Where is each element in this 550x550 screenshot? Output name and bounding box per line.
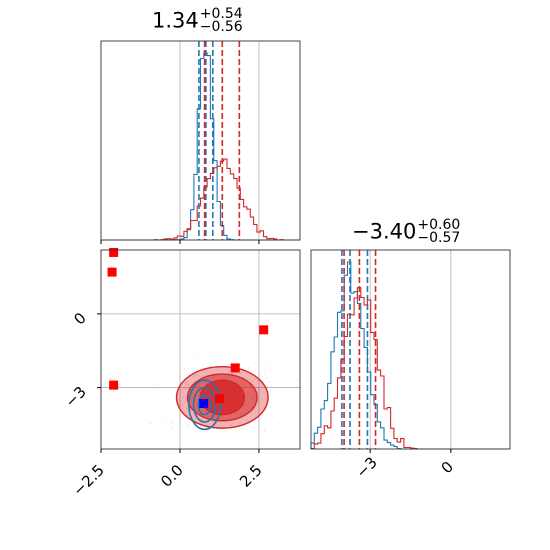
joint-sample-point (259, 374, 262, 376)
joint-sample-point (239, 372, 241, 375)
joint-sample-point (227, 370, 230, 372)
joint-xtick-label-0: −2.5 (69, 461, 107, 499)
joint-sample-point (171, 427, 173, 430)
joint-sample-point (258, 412, 260, 415)
joint-red-marker-5 (214, 394, 224, 404)
joint-sample-point (248, 366, 250, 369)
joint-sample-point (240, 371, 242, 374)
joint-sample-point (237, 422, 240, 424)
joint-blue-contour-2 (197, 394, 212, 416)
joint-sample-point (218, 367, 221, 370)
joint-sample-point (250, 412, 253, 415)
joint-sample-point (268, 380, 271, 383)
joint-red-marker-3 (259, 325, 269, 335)
joint-sample-point (186, 414, 189, 416)
joint-blue-contour-0 (188, 379, 222, 431)
joint-sample-point (186, 424, 188, 426)
param1-title: 1.34 +0.54 −0.56 (152, 6, 243, 36)
joint-sample-point (203, 370, 206, 373)
joint-sample-point (199, 425, 202, 428)
joint-sample-point (263, 429, 266, 432)
joint-blue-contour-1 (192, 386, 217, 423)
joint-sample-point (229, 364, 231, 366)
joint-sample-point (251, 381, 253, 383)
joint-sample-point (189, 408, 192, 411)
joint-sample-point (192, 375, 195, 378)
joint-sample-point (230, 423, 232, 426)
joint-sample-point (162, 417, 164, 420)
joint-red-marker-1 (107, 267, 117, 277)
joint-sample-point (201, 417, 203, 420)
param2-xtick-label-1: 0 (438, 458, 457, 477)
param1-hist-blue (101, 52, 300, 241)
joint-red-marker-2 (109, 380, 119, 390)
joint-sample-point (195, 374, 198, 377)
joint-sample-point (183, 367, 185, 370)
joint-sample-point (231, 372, 233, 375)
joint-sample-point (190, 410, 192, 412)
joint-sample-point (296, 379, 299, 382)
joint-sample-point (258, 388, 260, 390)
joint-sample-point (257, 392, 259, 394)
param1-minus-error: −0.56 (199, 19, 243, 36)
joint-sample-point (242, 427, 244, 430)
joint-sample-point (232, 421, 235, 424)
joint-xtick-label-2: 2.5 (236, 461, 266, 491)
joint-sample-point (188, 424, 191, 427)
joint-sample-point (268, 361, 271, 363)
joint-frame (100, 249, 301, 450)
joint-sample-point (184, 388, 186, 390)
param2-hist-blue (310, 261, 510, 450)
joint-sample-point (266, 386, 269, 388)
joint-sample-point (186, 408, 188, 410)
param1-hist-red (101, 158, 300, 241)
param2-minus-error: −0.57 (417, 230, 461, 247)
joint-blue-marker-0 (199, 399, 209, 409)
joint-sample-point (185, 396, 187, 398)
joint-sample-point (230, 424, 232, 427)
joint-sample-point (178, 417, 181, 420)
joint-red-marker-0 (109, 247, 119, 257)
param1-plus-error: +0.54 (199, 6, 243, 22)
joint-sample-point (263, 369, 266, 372)
joint-sample-point (266, 377, 268, 379)
joint-red-marker-4 (230, 363, 240, 373)
joint-sample-point (187, 387, 190, 390)
param2-title: −3.40 +0.60 −0.57 (352, 217, 461, 247)
joint-sample-point (249, 423, 251, 426)
joint-sample-point (197, 356, 199, 359)
param2-value: −3.40 (352, 219, 417, 244)
joint-sample-point (179, 389, 182, 392)
joint-sample-point (155, 383, 157, 386)
param1-frame (100, 40, 301, 241)
joint-sample-point (185, 381, 187, 384)
joint-sample-point (217, 424, 220, 426)
joint-ytick-label-1: −3 (61, 383, 89, 411)
joint-sample-point (150, 422, 152, 425)
joint-sample-point (179, 376, 181, 379)
joint-ytick-label-0: 0 (70, 309, 89, 328)
joint-sample-point (179, 403, 182, 406)
joint-sample-point (225, 430, 227, 432)
joint-sample-point (234, 358, 236, 361)
joint-sample-point (170, 422, 172, 425)
param2-xtick-label-0: −3 (352, 453, 380, 481)
param1-value: 1.34 (152, 8, 199, 33)
param2-plus-error: +0.60 (417, 217, 461, 233)
joint-sample-point (242, 370, 245, 373)
param2-frame (310, 249, 511, 450)
joint-sample-point (194, 374, 197, 377)
joint-sample-point (271, 416, 274, 418)
joint-sample-point (187, 383, 189, 386)
joint-xtick-label-1: 0.0 (157, 461, 187, 491)
